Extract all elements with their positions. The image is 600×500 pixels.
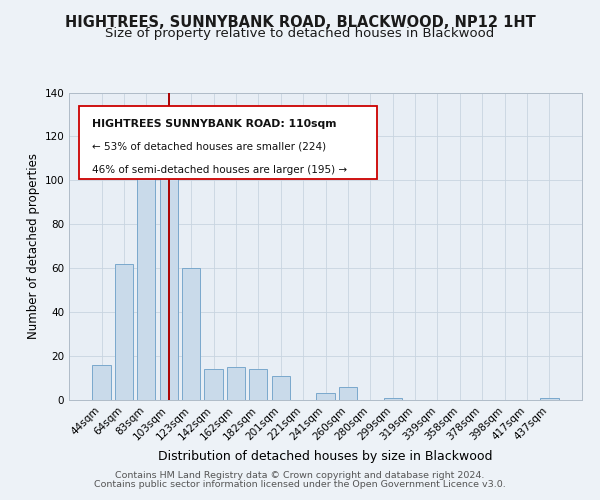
Text: HIGHTREES, SUNNYBANK ROAD, BLACKWOOD, NP12 1HT: HIGHTREES, SUNNYBANK ROAD, BLACKWOOD, NP… <box>65 15 535 30</box>
Bar <box>115 264 133 400</box>
Text: Size of property relative to detached houses in Blackwood: Size of property relative to detached ho… <box>106 28 494 40</box>
Bar <box>541 398 559 400</box>
Text: ← 53% of detached houses are smaller (224): ← 53% of detached houses are smaller (22… <box>92 142 326 152</box>
Text: 46% of semi-detached houses are larger (195) →: 46% of semi-detached houses are larger (… <box>92 165 347 175</box>
Bar <box>137 160 155 400</box>
Bar <box>272 376 290 400</box>
Bar <box>182 268 200 400</box>
Bar <box>316 394 335 400</box>
Bar <box>205 369 223 400</box>
Bar <box>249 369 268 400</box>
Bar <box>339 387 357 400</box>
Bar <box>383 398 402 400</box>
Text: Contains public sector information licensed under the Open Government Licence v3: Contains public sector information licen… <box>94 480 506 489</box>
Text: HIGHTREES SUNNYBANK ROAD: 110sqm: HIGHTREES SUNNYBANK ROAD: 110sqm <box>92 118 337 128</box>
Bar <box>227 367 245 400</box>
Text: Contains HM Land Registry data © Crown copyright and database right 2024.: Contains HM Land Registry data © Crown c… <box>115 471 485 480</box>
FancyBboxPatch shape <box>79 106 377 178</box>
Y-axis label: Number of detached properties: Number of detached properties <box>27 153 40 339</box>
Bar <box>160 143 178 400</box>
Bar <box>92 365 110 400</box>
X-axis label: Distribution of detached houses by size in Blackwood: Distribution of detached houses by size … <box>158 450 493 463</box>
